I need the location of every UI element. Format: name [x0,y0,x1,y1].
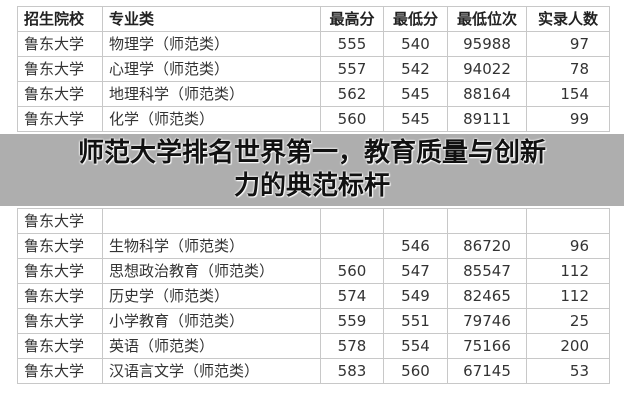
table-cell: 鲁东大学 [17,106,103,132]
table-cell: 562 [320,81,384,107]
column-header: 招生院校 [17,6,103,32]
table-cell: 心理学（师范类） [102,56,321,82]
admission-table: 招生院校 专业类 最高分 最低分 最低位次 实录人数 鲁东大学 物理学（师范类） 555 540… [17,6,610,132]
table-cell: 75166 [447,333,527,359]
table-cell: 鲁东大学 [17,283,103,309]
table-cell: 547 [383,258,448,284]
table-cell: 53 [526,358,610,384]
column-header: 最高分 [320,6,384,32]
column-header: 最低位次 [447,6,527,32]
table-cell: 200 [526,333,610,359]
table-cell: 鲁东大学 [17,333,103,359]
table-cell: 化学（师范类） [102,106,321,132]
table-cell: 67145 [447,358,527,384]
table-cell [447,208,527,234]
table-cell: 549 [383,283,448,309]
table-row: 鲁东大学 地理科学（师范类） 562 545 88164 154 [17,81,610,107]
table-row: 鲁东大学 化学（师范类） 560 545 89111 99 [17,106,610,132]
table-cell: 557 [320,56,384,82]
table-cell: 78 [526,56,610,82]
banner-title-line2: 力的典范标杆 [233,171,390,201]
table-cell: 鲁东大学 [17,31,103,57]
column-header: 实录人数 [526,6,610,32]
table-cell: 560 [383,358,448,384]
table-cell: 546 [383,233,448,259]
table-row: 鲁东大学 物理学（师范类） 555 540 95988 97 [17,31,610,57]
table-cell: 鲁东大学 [17,56,103,82]
table-cell [383,208,448,234]
table-row: 鲁东大学 历史学（师范类） 574 549 82465 112 [17,283,610,309]
table-cell [320,233,384,259]
table-row: 鲁东大学 英语（师范类） 578 554 75166 200 [17,333,610,359]
table-row: 鲁东大学 [17,208,610,234]
table-cell [102,208,321,234]
table-cell: 560 [320,258,384,284]
table-row: 鲁东大学 思想政治教育（师范类） 560 547 85547 112 [17,258,610,284]
table-cell: 560 [320,106,384,132]
table-cell: 历史学（师范类） [102,283,321,309]
table-cell: 鲁东大学 [17,208,103,234]
table-cell: 559 [320,308,384,334]
table-cell: 生物科学（师范类） [102,233,321,259]
table-cell: 小学教育（师范类） [102,308,321,334]
table-row: 鲁东大学 心理学（师范类） 557 542 94022 78 [17,56,610,82]
table-cell: 578 [320,333,384,359]
title-banner: 师范大学排名世界第一，教育质量与创新 力的典范标杆 [0,134,624,206]
column-header: 专业类 [102,6,321,32]
table-cell: 85547 [447,258,527,284]
table-cell: 鲁东大学 [17,233,103,259]
table-cell: 99 [526,106,610,132]
table-cell: 89111 [447,106,527,132]
table-cell: 554 [383,333,448,359]
table-cell: 物理学（师范类） [102,31,321,57]
table-cell: 86720 [447,233,527,259]
table-cell: 112 [526,258,610,284]
table-cell: 汉语言文学（师范类） [102,358,321,384]
table-cell: 112 [526,283,610,309]
table-row: 鲁东大学 生物科学（师范类） 546 86720 96 [17,233,610,259]
table-cell: 鲁东大学 [17,358,103,384]
table-cell [320,208,384,234]
table-cell: 574 [320,283,384,309]
table-cell: 542 [383,56,448,82]
table-cell: 545 [383,106,448,132]
table-cell: 思想政治教育（师范类） [102,258,321,284]
table-cell: 551 [383,308,448,334]
table-cell: 82465 [447,283,527,309]
banner-title-line1: 师范大学排名世界第一，教育质量与创新 [77,138,546,168]
table-cell: 79746 [447,308,527,334]
table-row: 鲁东大学 小学教育（师范类） 559 551 79746 25 [17,308,610,334]
admission-table-continued: 鲁东大学 鲁东大学 生物科学（师范类） 546 86720 96 鲁东大学 思想政治教育（师范… [17,208,610,384]
table-cell: 97 [526,31,610,57]
table-cell: 94022 [447,56,527,82]
table-cell [526,208,610,234]
table-cell: 540 [383,31,448,57]
table-cell: 95988 [447,31,527,57]
table-cell: 96 [526,233,610,259]
table-cell: 583 [320,358,384,384]
table-cell: 鲁东大学 [17,308,103,334]
table-header-row: 招生院校 专业类 最高分 最低分 最低位次 实录人数 [17,6,610,32]
table-cell: 88164 [447,81,527,107]
table-cell: 鲁东大学 [17,81,103,107]
table-cell: 英语（师范类） [102,333,321,359]
table-cell: 鲁东大学 [17,258,103,284]
table-cell: 555 [320,31,384,57]
table-cell: 25 [526,308,610,334]
table-row: 鲁东大学 汉语言文学（师范类） 583 560 67145 53 [17,358,610,384]
table-cell: 154 [526,81,610,107]
table-cell: 地理科学（师范类） [102,81,321,107]
column-header: 最低分 [383,6,448,32]
table-cell: 545 [383,81,448,107]
